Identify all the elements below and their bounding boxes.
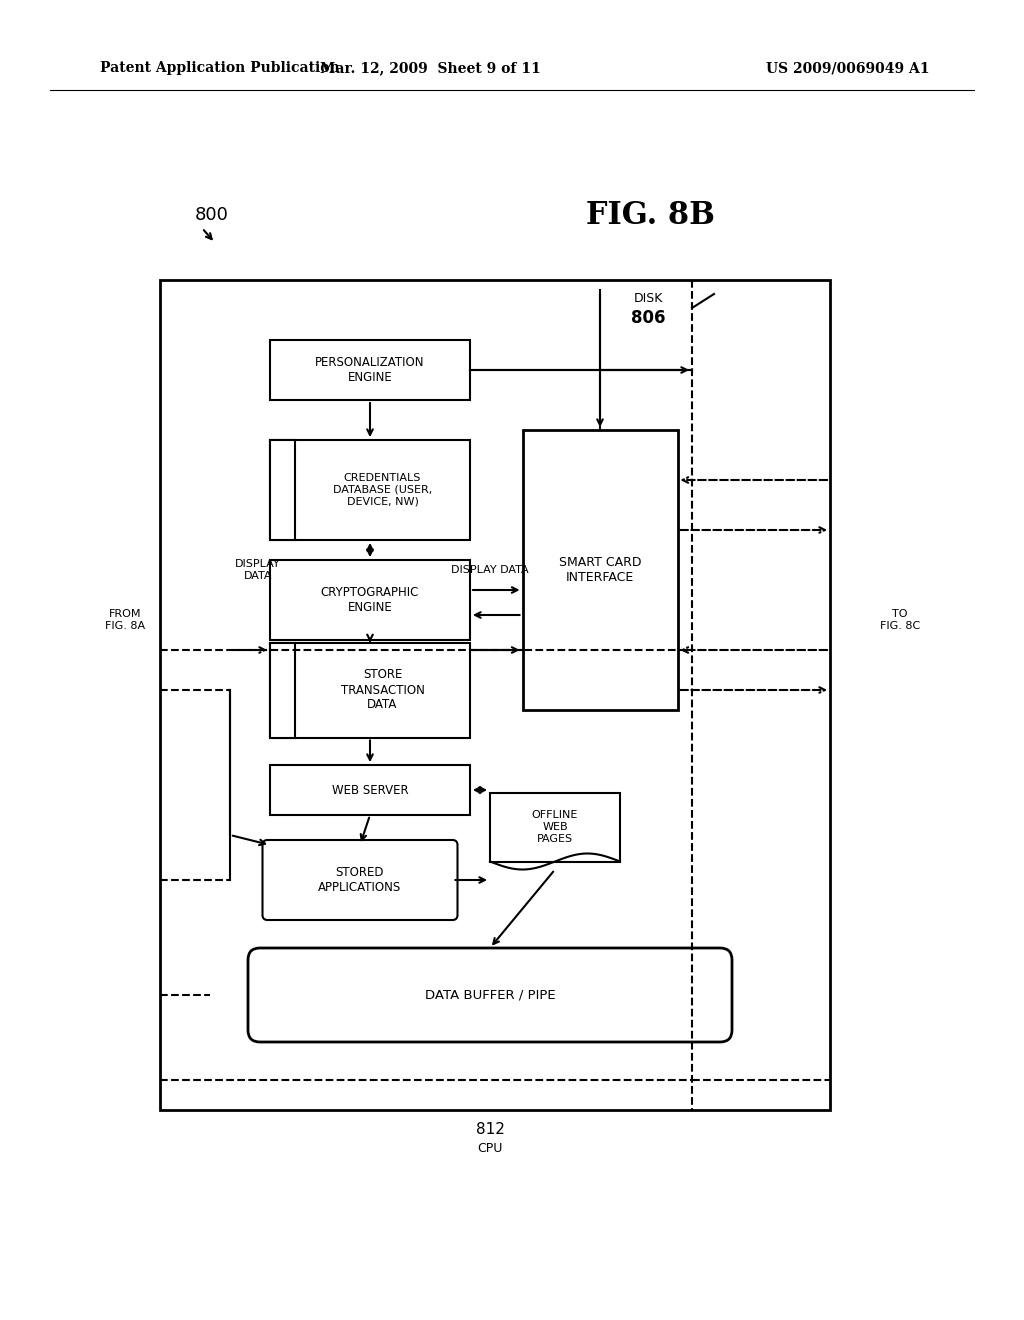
- Bar: [270, 766, 470, 814]
- Text: OFFLINE
WEB
PAGES: OFFLINE WEB PAGES: [531, 810, 579, 843]
- Text: CPU: CPU: [477, 1142, 503, 1155]
- Text: DISPLAY DATA: DISPLAY DATA: [452, 565, 528, 576]
- Text: 812: 812: [475, 1122, 505, 1138]
- Bar: [270, 341, 470, 400]
- Text: 800: 800: [195, 206, 229, 224]
- Text: DATA BUFFER / PIPE: DATA BUFFER / PIPE: [425, 989, 555, 1002]
- Text: STORE
TRANSACTION
DATA: STORE TRANSACTION DATA: [341, 668, 424, 711]
- Text: CREDENTIALS
DATABASE (USER,
DEVICE, NW): CREDENTIALS DATABASE (USER, DEVICE, NW): [333, 474, 432, 507]
- Text: DISK: DISK: [633, 292, 663, 305]
- Bar: [490, 792, 620, 862]
- Text: Mar. 12, 2009  Sheet 9 of 11: Mar. 12, 2009 Sheet 9 of 11: [319, 61, 541, 75]
- Text: STORED
APPLICATIONS: STORED APPLICATIONS: [318, 866, 401, 894]
- Bar: [270, 560, 470, 640]
- Text: FIG. 8B: FIG. 8B: [586, 199, 715, 231]
- Bar: [270, 643, 295, 738]
- Text: CRYPTOGRAPHIC
ENGINE: CRYPTOGRAPHIC ENGINE: [321, 586, 419, 614]
- Bar: [270, 440, 295, 540]
- Text: DISPLAY
DATA: DISPLAY DATA: [236, 560, 281, 581]
- Text: Patent Application Publication: Patent Application Publication: [100, 61, 340, 75]
- Text: PERSONALIZATION
ENGINE: PERSONALIZATION ENGINE: [315, 356, 425, 384]
- Bar: [522, 430, 678, 710]
- FancyBboxPatch shape: [248, 948, 732, 1041]
- Text: TO
FIG. 8C: TO FIG. 8C: [880, 610, 921, 631]
- Text: SMART CARD
INTERFACE: SMART CARD INTERFACE: [559, 556, 641, 583]
- Text: US 2009/0069049 A1: US 2009/0069049 A1: [767, 61, 930, 75]
- Bar: [270, 643, 470, 738]
- Bar: [160, 280, 830, 1110]
- Text: FROM
FIG. 8A: FROM FIG. 8A: [104, 610, 145, 631]
- Text: WEB SERVER: WEB SERVER: [332, 784, 409, 796]
- Bar: [270, 440, 470, 540]
- Text: 806: 806: [631, 309, 666, 327]
- FancyBboxPatch shape: [262, 840, 458, 920]
